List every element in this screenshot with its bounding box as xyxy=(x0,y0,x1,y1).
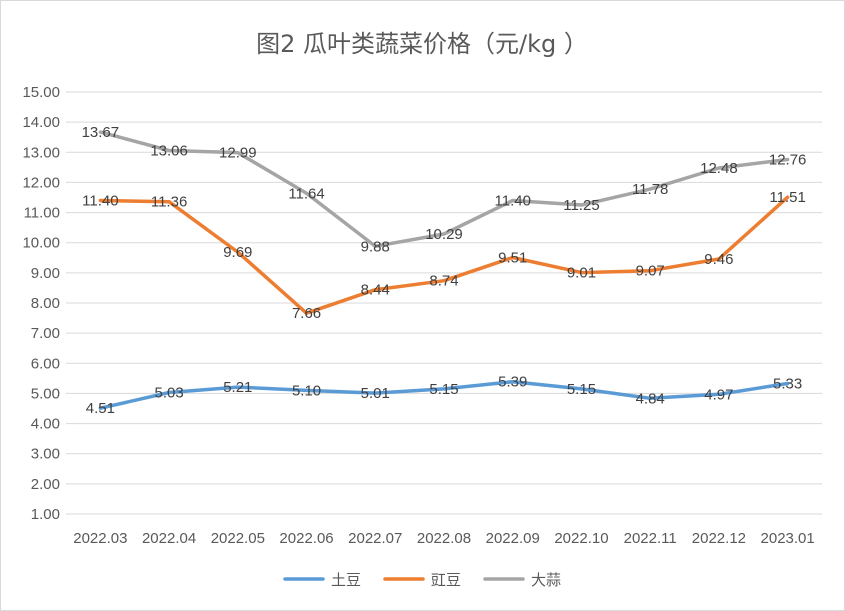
y-axis-ticks: 1.00 2.00 3.00 4.00 5.00 6.00 7.00 8.00 9.00 10.0… xyxy=(22,84,60,523)
data-label: 5.39 xyxy=(498,374,527,391)
legend-label: 豇豆 xyxy=(431,571,461,589)
x-tick-label: 2022.09 xyxy=(486,530,540,547)
legend-label: 土豆 xyxy=(331,571,361,589)
y-tick-label: 3.00 xyxy=(31,446,60,463)
y-tick-label: 15.00 xyxy=(22,84,60,101)
data-label: 5.21 xyxy=(223,379,252,396)
x-tick-label: 2022.07 xyxy=(348,530,402,547)
data-label: 4.97 xyxy=(704,386,733,403)
data-label: 5.10 xyxy=(292,382,321,399)
y-tick-label: 7.00 xyxy=(31,325,60,342)
x-tick-label: 2023.01 xyxy=(761,530,815,547)
data-label: 5.03 xyxy=(154,385,183,402)
data-label: 5.33 xyxy=(773,375,802,392)
y-tick-label: 9.00 xyxy=(31,265,60,282)
x-tick-label: 2022.08 xyxy=(417,530,471,547)
data-label: 9.07 xyxy=(636,263,665,280)
data-label: 4.84 xyxy=(636,390,665,407)
data-label: 11.78 xyxy=(632,181,668,198)
data-label: 9.01 xyxy=(567,265,596,282)
data-label: 11.25 xyxy=(563,197,599,214)
series-line-3 xyxy=(98,130,790,249)
y-tick-label: 1.00 xyxy=(31,506,60,523)
data-label: 9.69 xyxy=(223,244,252,261)
data-label: 12.99 xyxy=(219,145,257,162)
data-label: 10.29 xyxy=(425,226,463,243)
data-label: 5.15 xyxy=(429,381,458,398)
data-label: 8.44 xyxy=(361,282,390,299)
x-tick-label: 2022.11 xyxy=(624,530,677,547)
y-tick-label: 2.00 xyxy=(31,476,60,493)
data-label: 11.40 xyxy=(495,193,531,210)
series-line-1 xyxy=(98,379,790,410)
y-tick-label: 13.00 xyxy=(22,144,60,161)
x-tick-label: 2022.05 xyxy=(211,530,265,547)
legend-label: 大蒜 xyxy=(531,571,561,589)
x-tick-label: 2022.12 xyxy=(692,530,746,547)
y-tick-label: 8.00 xyxy=(31,295,60,312)
y-tick-label: 14.00 xyxy=(22,114,60,131)
data-label: 9.46 xyxy=(704,251,733,268)
data-label: 13.06 xyxy=(150,142,188,159)
y-tick-label: 5.00 xyxy=(31,385,60,402)
data-label: 12.76 xyxy=(769,152,807,169)
y-tick-label: 12.00 xyxy=(22,174,60,191)
series-line-2 xyxy=(98,195,790,315)
data-label: 5.15 xyxy=(567,381,596,398)
y-tick-label: 6.00 xyxy=(31,355,60,372)
data-label: 11.51 xyxy=(769,189,805,206)
data-label: 13.67 xyxy=(82,124,120,141)
data-label: 4.51 xyxy=(86,400,115,417)
x-axis-ticks: 2022.03 2022.04 2022.05 2022.06 2022.07 2022.… xyxy=(73,530,815,547)
x-tick-label: 2022.10 xyxy=(554,530,608,547)
data-label: 9.88 xyxy=(361,238,390,255)
data-label: 12.48 xyxy=(700,160,738,177)
y-tick-label: 11.00 xyxy=(24,205,60,222)
y-tick-label: 10.00 xyxy=(22,235,60,252)
y-tick-label: 4.00 xyxy=(31,416,60,433)
legend: 土豆 豇豆 大蒜 xyxy=(283,571,561,589)
data-label: 9.51 xyxy=(498,249,527,266)
data-label: 11.64 xyxy=(288,185,324,202)
data-label: 11.40 xyxy=(82,193,118,210)
series-lines xyxy=(98,130,790,410)
data-labels: 4.51 5.03 5.21 5.10 5.01 5.15 5.39 5.15 4.84 4.97… xyxy=(82,124,807,417)
x-tick-label: 2022.06 xyxy=(279,530,333,547)
x-tick-label: 2022.04 xyxy=(142,530,196,547)
data-label: 11.36 xyxy=(151,194,187,211)
data-label: 7.66 xyxy=(292,305,321,322)
data-label: 5.01 xyxy=(361,385,390,402)
chart-title: 图2 瓜叶类蔬菜价格（元/kg ） xyxy=(256,30,588,58)
data-label: 8.74 xyxy=(429,273,458,290)
x-tick-label: 2022.03 xyxy=(73,530,127,547)
